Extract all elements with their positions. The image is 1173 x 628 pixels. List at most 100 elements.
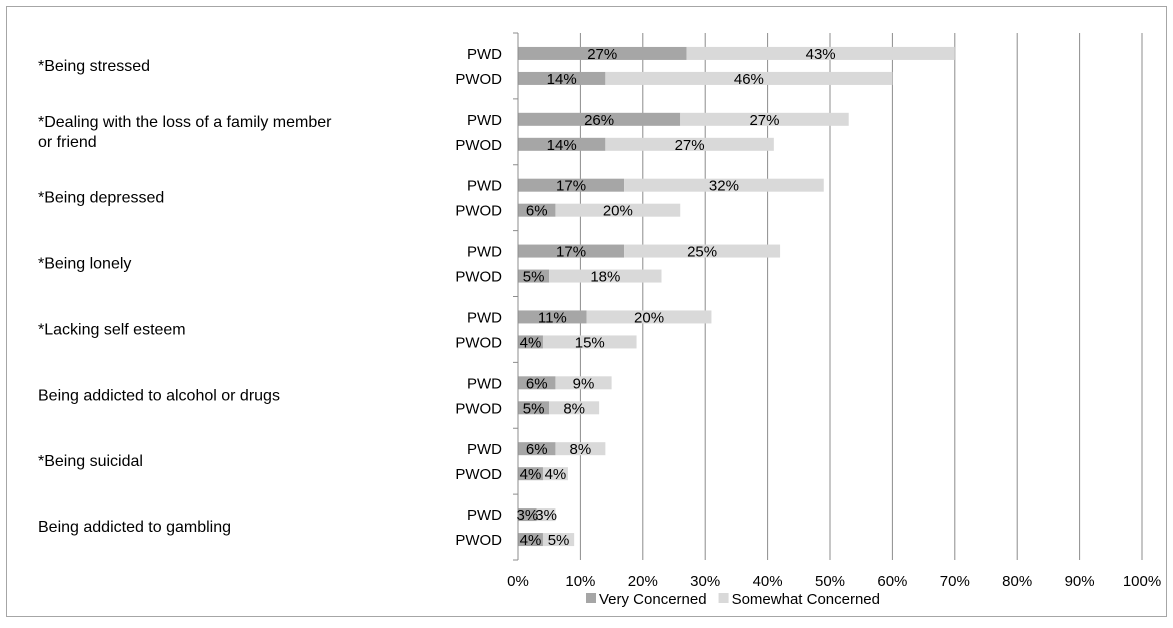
x-tick-label: 60%: [877, 573, 907, 590]
data-label: 14%: [547, 71, 577, 88]
row-label: PWOD: [455, 71, 502, 88]
x-tick-label: 100%: [1123, 573, 1161, 590]
data-label: 18%: [590, 269, 620, 286]
legend: Very Concerned Somewhat Concerned: [586, 591, 880, 608]
data-label: 27%: [587, 46, 617, 63]
data-label: 15%: [575, 334, 605, 351]
labels: *Being stressed PWD 27% 43% PWOD 14% 46% *Deali…: [38, 46, 836, 549]
data-label: 27%: [675, 137, 705, 154]
bar-segment: [518, 533, 543, 547]
data-label: 46%: [734, 71, 764, 88]
bar-segment: [518, 401, 550, 415]
data-label: 17%: [556, 244, 586, 261]
bar-segment: [518, 442, 556, 456]
bars: [518, 46, 955, 547]
bar-segment: [518, 467, 543, 481]
bar-segment: [542, 467, 568, 481]
data-label: 43%: [806, 46, 836, 63]
bar-segment: [536, 508, 556, 522]
bar-segment: [518, 112, 681, 126]
data-label: 20%: [603, 203, 633, 220]
category-label: Being addicted to alcohol or drugs: [38, 387, 280, 404]
data-label: 17%: [556, 178, 586, 195]
data-label: 5%: [548, 532, 570, 549]
x-tick-label: 50%: [815, 573, 845, 590]
category-label: *Lacking self esteem: [38, 321, 186, 338]
data-label: 8%: [570, 441, 592, 458]
row-label: PWOD: [455, 400, 502, 417]
x-tick-label: 0%: [507, 573, 529, 590]
row-label: PWOD: [455, 137, 502, 154]
data-label: 5%: [523, 269, 545, 286]
bar-segment: [555, 442, 606, 456]
category-label: *Being stressed: [38, 58, 150, 75]
bar-segment: [518, 508, 537, 522]
row-label: PWOD: [455, 203, 502, 220]
bar-segment: [518, 335, 543, 349]
gridlines: [579, 33, 1143, 560]
data-label: 4%: [520, 532, 542, 549]
data-label: 32%: [709, 178, 739, 195]
bar-segment: [542, 533, 575, 547]
row-label: PWD: [467, 507, 502, 524]
category-label: or friend: [38, 134, 97, 151]
bar-segment: [518, 310, 587, 324]
bar-segment: [586, 310, 712, 324]
data-label: 6%: [526, 203, 548, 220]
category-label: *Being depressed: [38, 190, 164, 207]
row-label: PWOD: [455, 334, 502, 351]
data-label: 4%: [520, 334, 542, 351]
bar-segment: [518, 269, 550, 283]
data-label: 3%: [535, 507, 557, 524]
bar-segment: [518, 46, 687, 60]
bar-segment: [624, 244, 781, 258]
row-label: PWD: [467, 309, 502, 326]
data-label: 4%: [545, 466, 567, 483]
bar-segment: [549, 269, 662, 283]
category-label: Being addicted to gambling: [38, 519, 231, 536]
row-label: PWOD: [455, 466, 502, 483]
x-tick-label: 10%: [565, 573, 595, 590]
data-label: 3%: [517, 507, 539, 524]
x-tick-label: 40%: [753, 573, 783, 590]
data-label: 27%: [749, 112, 779, 129]
bar-segment: [518, 137, 606, 151]
x-tick-label: 20%: [628, 573, 658, 590]
x-tick-label: 80%: [1002, 573, 1032, 590]
category-label: *Dealing with the loss of a family membe…: [38, 114, 332, 131]
axes: 0% 10% 20% 30% 40% 50% 60% 70% 80% 90% 100%: [507, 32, 1161, 590]
x-tick-label: 90%: [1065, 573, 1095, 590]
bar-segment: [605, 137, 774, 151]
data-label: 4%: [520, 466, 542, 483]
bar-segment: [518, 244, 625, 258]
bar-segment: [518, 178, 625, 192]
legend-swatch: [586, 593, 596, 603]
data-label: 8%: [563, 400, 585, 417]
bar-segment: [624, 178, 824, 192]
data-label: 20%: [634, 309, 664, 326]
x-tick-label: 30%: [690, 573, 720, 590]
data-label: 9%: [573, 375, 595, 392]
data-label: 25%: [687, 244, 717, 261]
legend-label: Very Concerned: [599, 591, 707, 608]
data-label: 6%: [526, 375, 548, 392]
data-label: 14%: [547, 137, 577, 154]
bar-segment: [680, 112, 849, 126]
data-label: 26%: [584, 112, 614, 129]
bar-segment: [549, 401, 600, 415]
data-label: 11%: [538, 309, 567, 326]
bar-segment: [542, 335, 637, 349]
row-label: PWD: [467, 46, 502, 63]
row-label: PWD: [467, 441, 502, 458]
row-label: PWD: [467, 375, 502, 392]
data-label: 5%: [523, 400, 545, 417]
bar-segment: [605, 71, 893, 85]
row-label: PWD: [467, 112, 502, 129]
x-tick-label: 70%: [940, 573, 970, 590]
row-label: PWD: [467, 178, 502, 195]
bar-segment: [518, 203, 556, 217]
row-label: PWOD: [455, 269, 502, 286]
bar-segment: [555, 376, 612, 390]
